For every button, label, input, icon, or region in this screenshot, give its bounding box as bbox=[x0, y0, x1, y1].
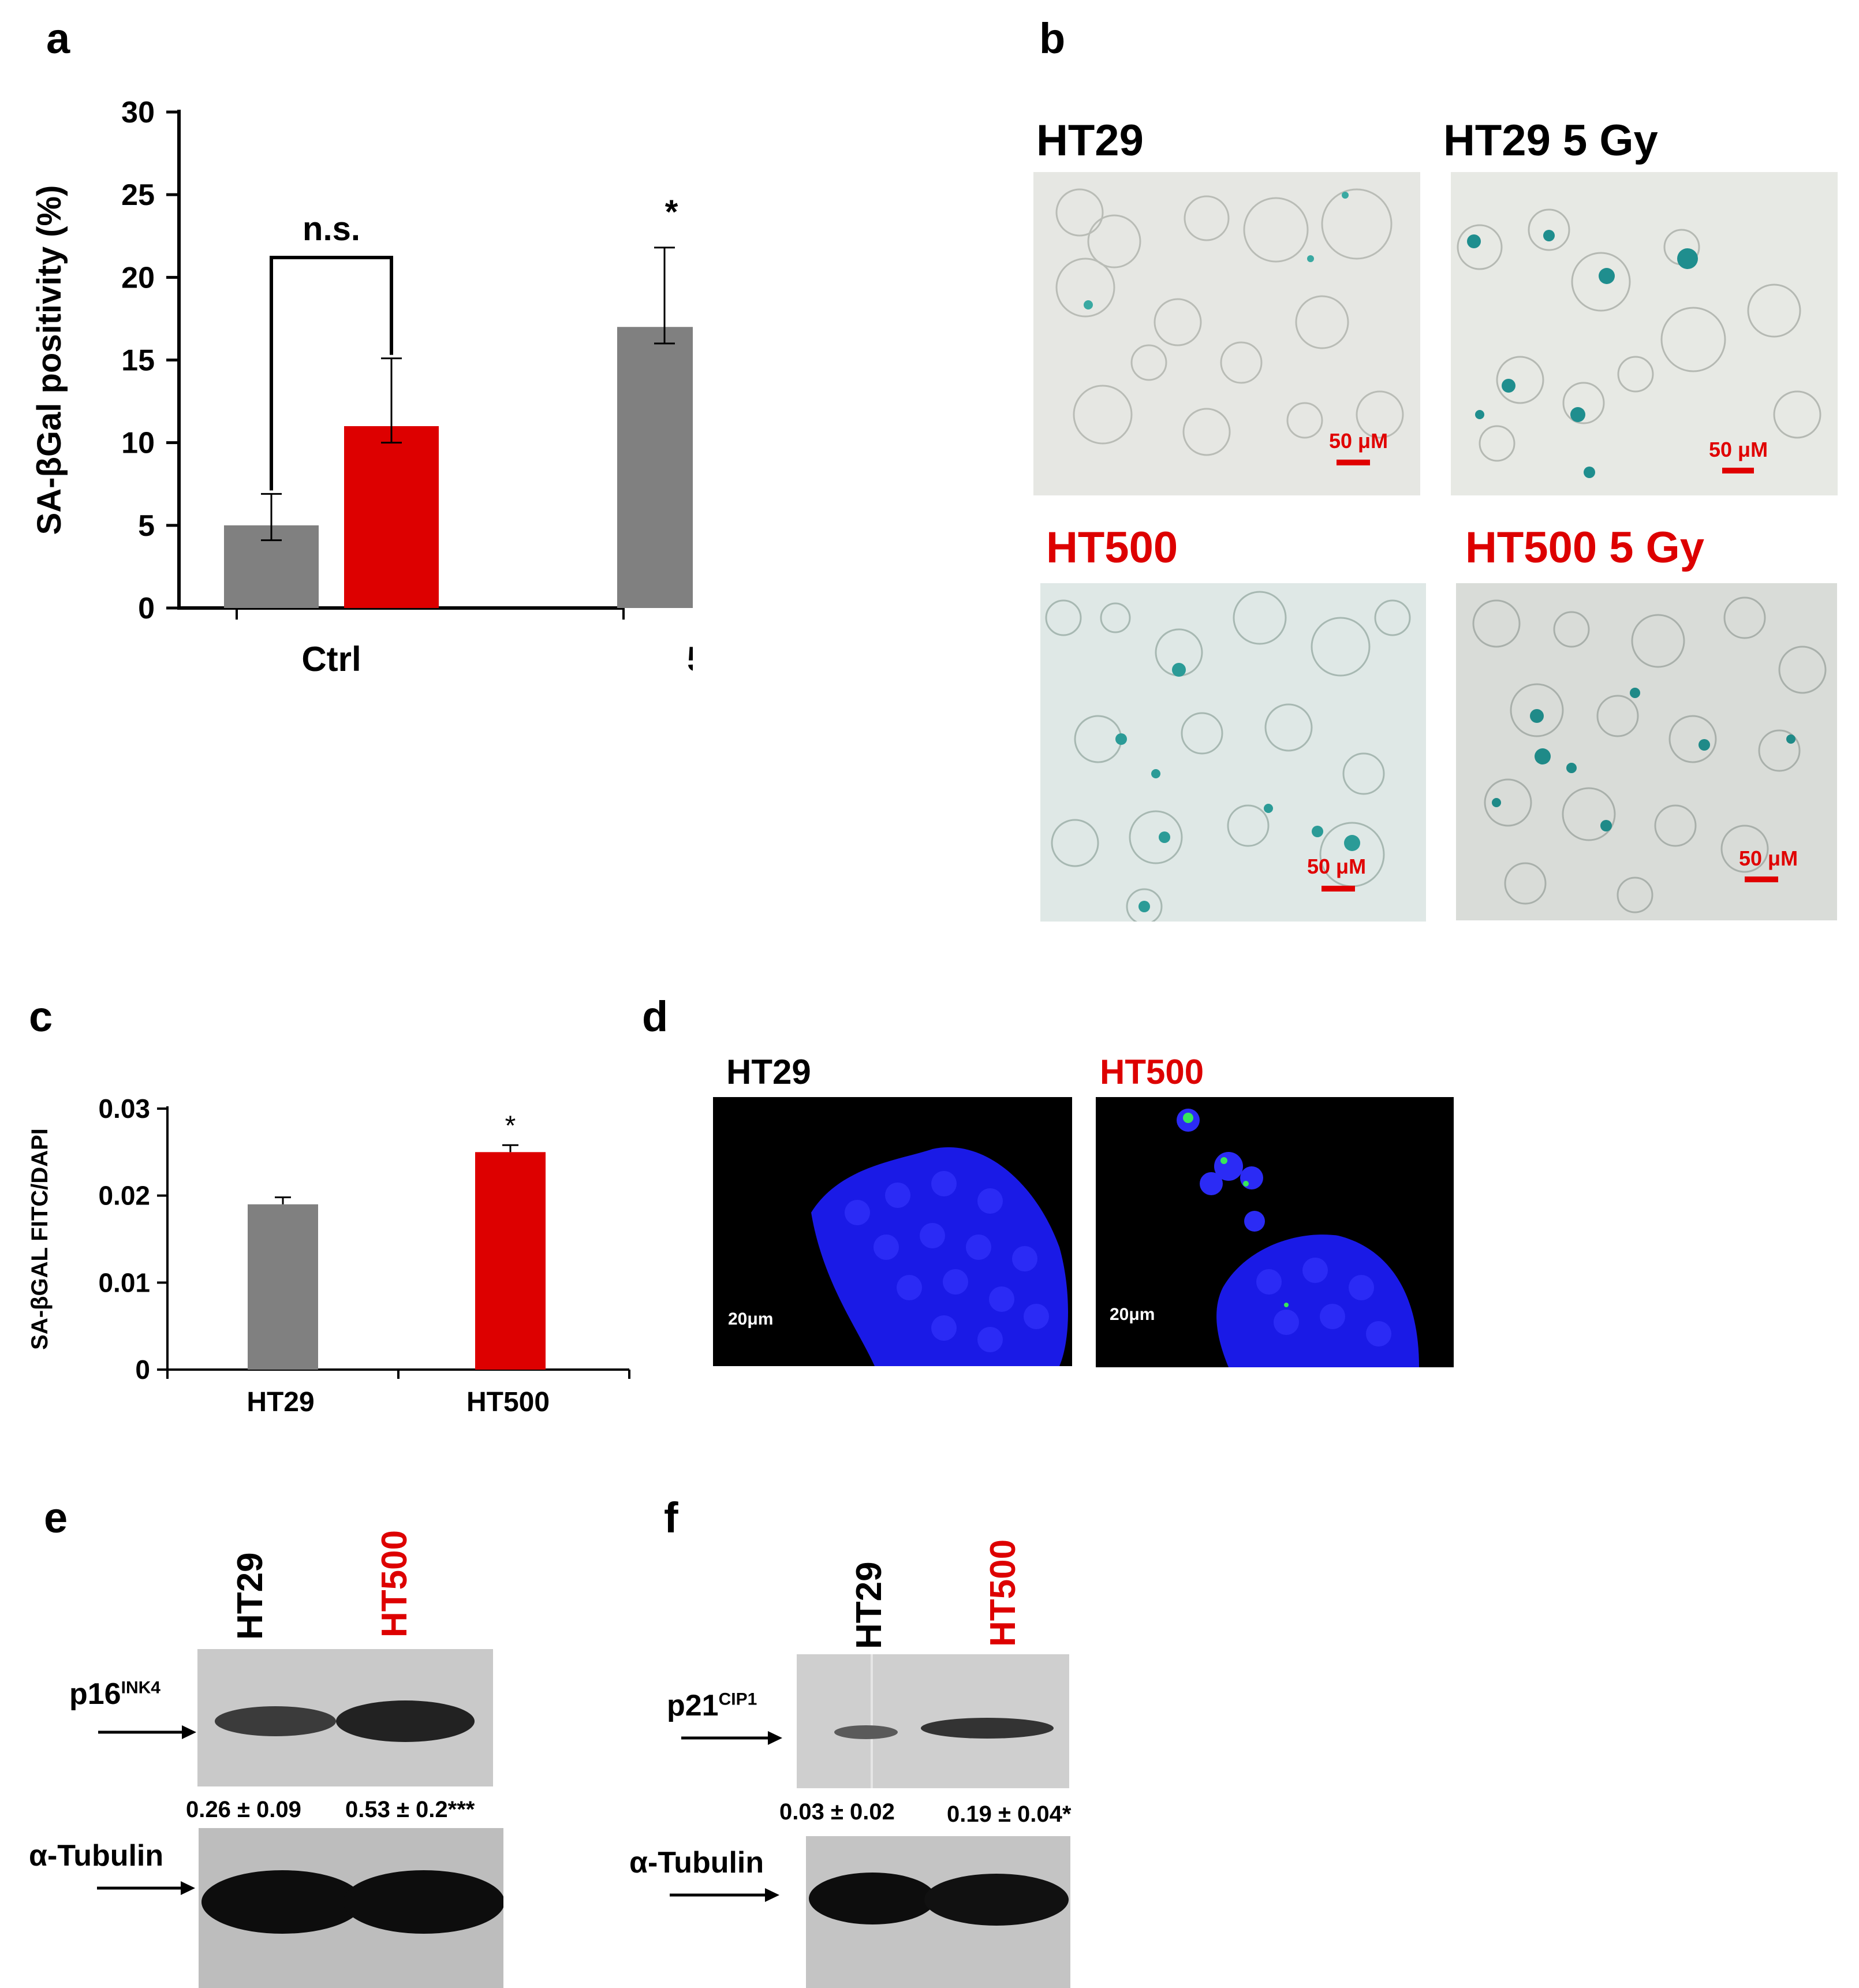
x-tick-label: HT500 bbox=[466, 1387, 550, 1418]
scale-label-ht29: 50 μM bbox=[1329, 429, 1388, 453]
blot-f-arrow bbox=[681, 1731, 782, 1745]
y-tick-label: 0.03 bbox=[98, 1094, 150, 1124]
blot-e-protein-label: p16INK4 bbox=[69, 1677, 160, 1711]
blot-e-quant-ht500: 0.53 ± 0.2*** bbox=[345, 1797, 475, 1822]
fluor-scale-ht29: 20μm bbox=[728, 1310, 774, 1329]
cells-ht500 bbox=[1045, 591, 1411, 922]
cells-ht29 bbox=[1055, 188, 1404, 456]
y-tick-label: 20 bbox=[121, 261, 155, 294]
y-tick-label: 0.02 bbox=[98, 1181, 150, 1211]
cells-ht29-5gy bbox=[1457, 208, 1821, 478]
blot-f-quant-ht29: 0.03 ± 0.02 bbox=[779, 1799, 895, 1825]
panel-letter-d: d bbox=[642, 993, 669, 1040]
significance-bracket bbox=[270, 256, 393, 491]
blot-e-quant-ht29: 0.26 ± 0.09 bbox=[186, 1797, 301, 1822]
bar bbox=[248, 1204, 318, 1370]
blot-f-protein-label: p21CIP1 bbox=[667, 1689, 757, 1722]
blot-f-quant-ht500: 0.19 ± 0.04* bbox=[947, 1801, 1072, 1827]
blot-f-tubulin-bands bbox=[809, 1873, 1069, 1926]
y-axis-label: SA-βGal positivity (%) bbox=[31, 185, 68, 535]
micro-label-ht500-5gy: HT500 5 Gy bbox=[1465, 523, 1704, 572]
micro-label-ht29: HT29 bbox=[1036, 116, 1144, 165]
panel-letter-e: e bbox=[44, 1494, 68, 1542]
blot-f-tubulin bbox=[806, 1836, 1070, 1988]
panel-letter-c: c bbox=[29, 993, 53, 1040]
scale-bar-ht500 bbox=[1322, 886, 1355, 892]
blot-f-lane-ht500: HT500 bbox=[983, 1539, 1023, 1647]
micrograph-ht29: 50 μM bbox=[1033, 172, 1420, 495]
x-tick-label: HT29 bbox=[247, 1387, 314, 1418]
cells-ht500-5gy bbox=[1472, 596, 1827, 913]
scale-bar-ht29 bbox=[1337, 460, 1370, 465]
micro-label-ht500: HT500 bbox=[1046, 523, 1178, 572]
blot-e-tubulin-bands bbox=[201, 1870, 503, 1934]
fluor-label-ht29: HT29 bbox=[726, 1053, 811, 1091]
bar bbox=[617, 327, 693, 608]
chart-a: 0 5 10 15 20 25 30 SA-βGal positivity (%) Ctrl 5 … bbox=[31, 96, 693, 678]
y-tick-label: 25 bbox=[121, 178, 155, 212]
panel-letter-f: f bbox=[664, 1494, 678, 1542]
chart-c: 0 0.01 0.02 0.03 SA-βGAL FITC/DAPI HT29 HT500 * bbox=[27, 1094, 630, 1418]
annotation-ns: n.s. bbox=[303, 210, 360, 248]
y-tick-label: 15 bbox=[121, 344, 155, 378]
scale-label-ht500: 50 μM bbox=[1307, 855, 1367, 878]
blot-f-loading-label: α-Tubulin bbox=[629, 1846, 764, 1879]
scale-bar-ht500-5gy bbox=[1745, 876, 1778, 882]
y-tick-label: 10 bbox=[121, 427, 155, 460]
y-tick-label: 0 bbox=[135, 1355, 150, 1385]
bar bbox=[475, 1152, 546, 1370]
fluor-label-ht500: HT500 bbox=[1100, 1053, 1204, 1091]
scale-label-ht29-5gy: 50 μM bbox=[1709, 438, 1768, 461]
nuclei-ht29 bbox=[811, 1147, 1068, 1366]
y-tick-label: 0 bbox=[138, 592, 155, 625]
y-tick-label: 30 bbox=[121, 96, 155, 129]
blot-e-lane-ht500: HT500 bbox=[375, 1530, 415, 1638]
y-tick-label: 0.01 bbox=[98, 1267, 150, 1297]
micro-label-ht29-5gy: HT29 5 Gy bbox=[1443, 116, 1658, 165]
blot-e-loading-arrow bbox=[97, 1881, 195, 1895]
fluor-scale-ht500: 20μm bbox=[1110, 1305, 1155, 1324]
fluor-image-ht29: 20μm bbox=[713, 1097, 1072, 1366]
blot-f-lane-ht29: HT29 bbox=[849, 1561, 889, 1649]
blot-e-tubulin bbox=[199, 1828, 503, 1988]
y-axis-label: SA-βGAL FITC/DAPI bbox=[27, 1128, 53, 1350]
scale-bar-ht29-5gy bbox=[1722, 468, 1754, 473]
panel-letter-b: b bbox=[1039, 14, 1066, 62]
blot-e-arrow bbox=[98, 1725, 196, 1739]
blot-f-loading-arrow bbox=[670, 1888, 779, 1902]
x-tick-label: Ctrl bbox=[301, 640, 361, 678]
blot-e-loading-label: α-Tubulin bbox=[29, 1839, 164, 1873]
panel-letter-a: a bbox=[46, 14, 70, 62]
bar bbox=[344, 426, 439, 608]
blot-f-p21 bbox=[797, 1654, 1069, 1788]
blot-e-lane-ht29: HT29 bbox=[230, 1552, 270, 1640]
y-tick-label: 5 bbox=[138, 509, 155, 543]
blot-e-p16 bbox=[197, 1649, 493, 1786]
annotation-star: * bbox=[505, 1110, 516, 1141]
nuclei-ht500 bbox=[1177, 1109, 1419, 1367]
micrograph-ht500: 50 μM bbox=[1040, 583, 1426, 922]
micrograph-ht500-5gy: 50 μM bbox=[1456, 583, 1837, 920]
fluor-image-ht500: 20μm bbox=[1096, 1097, 1454, 1367]
annotation-star: * bbox=[665, 193, 678, 231]
scale-label-ht500-5gy: 50 μM bbox=[1739, 846, 1798, 870]
blot-e-p16-bands bbox=[215, 1700, 475, 1742]
micrograph-ht29-5gy: 50 μM bbox=[1451, 172, 1838, 495]
x-tick-label: 5 Gy bbox=[687, 640, 693, 678]
blot-f-p21-bands bbox=[834, 1654, 1054, 1788]
